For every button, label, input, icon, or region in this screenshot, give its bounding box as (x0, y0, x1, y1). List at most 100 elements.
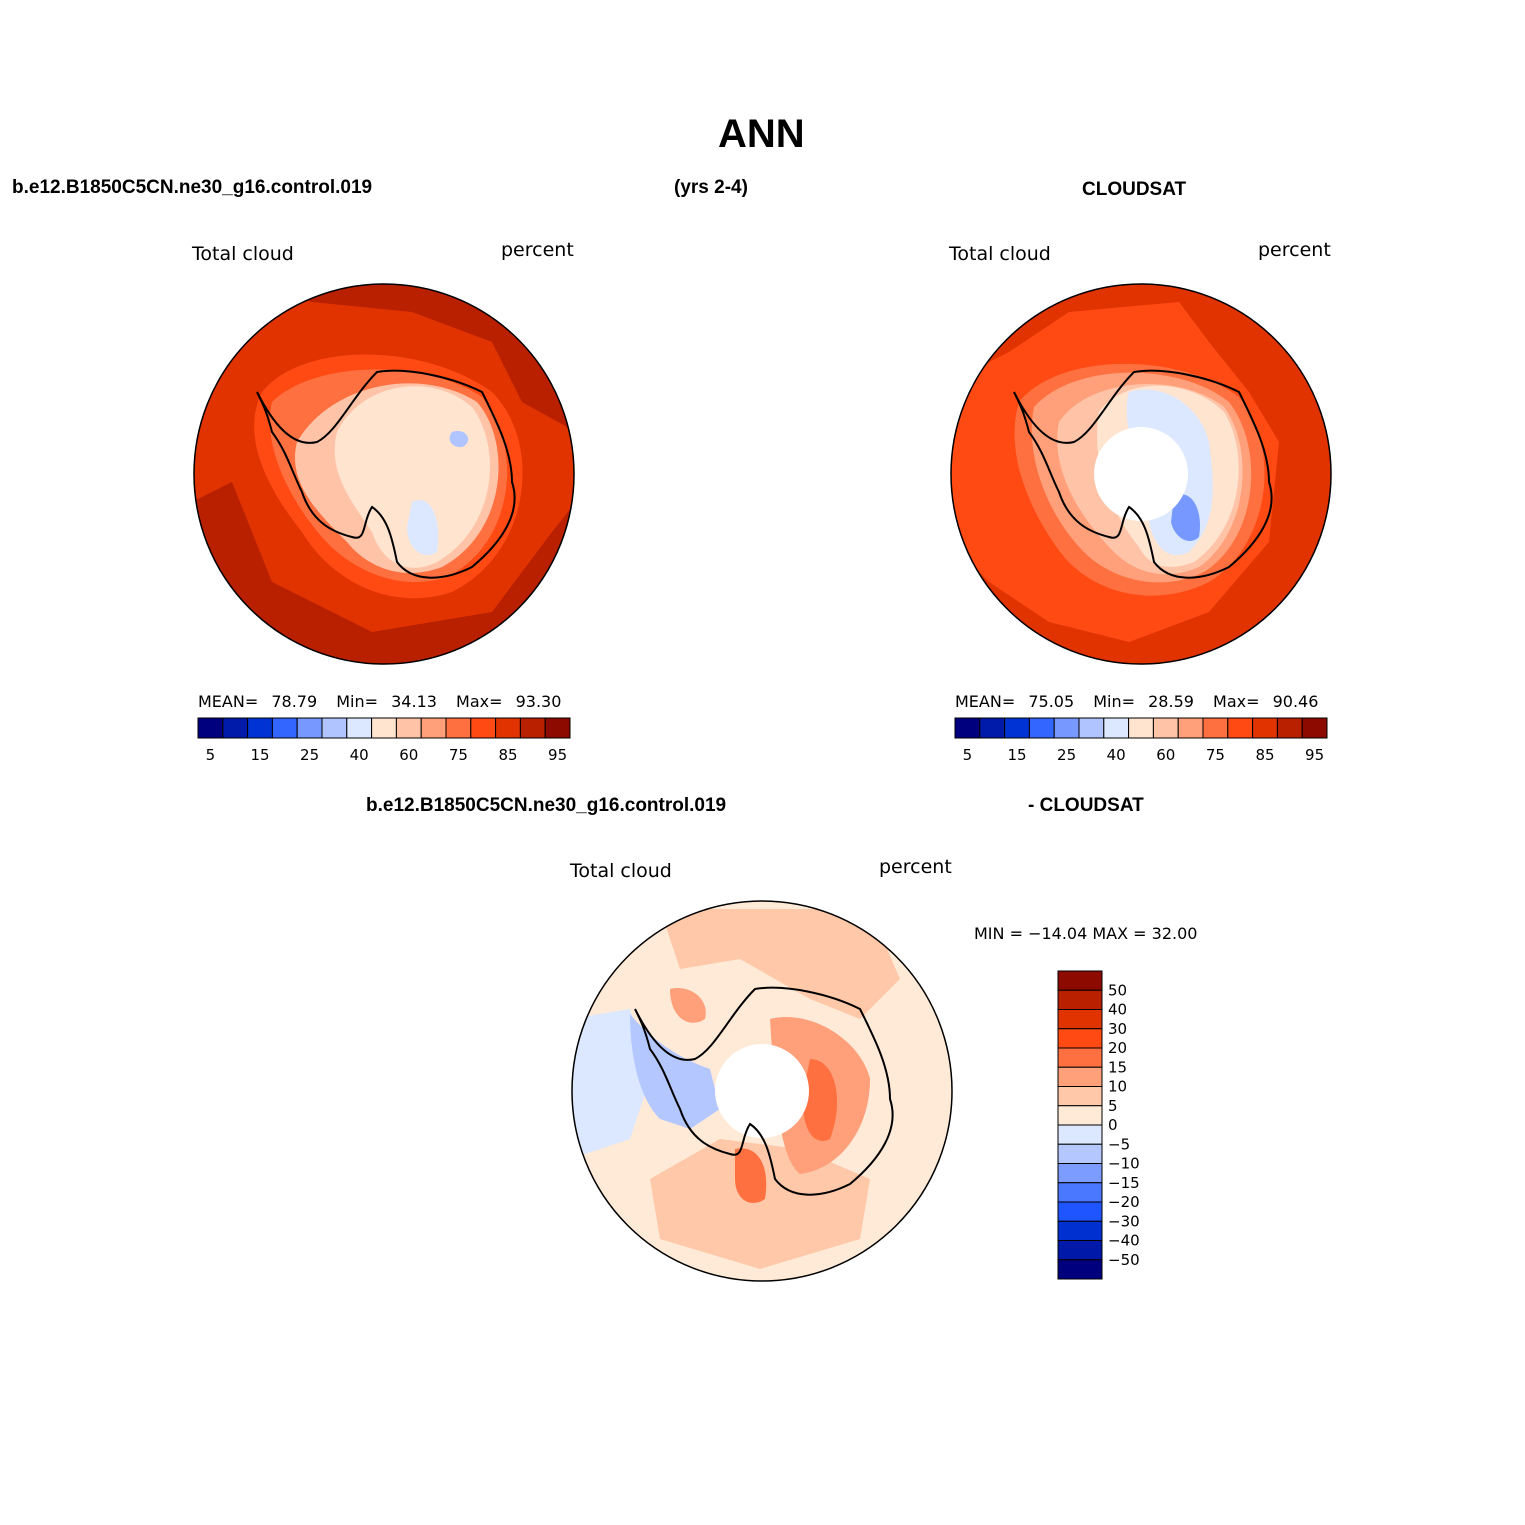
obs-mean-value: 75.05 (1028, 692, 1075, 711)
obs-field-low-spot (1171, 494, 1200, 542)
obs-polar-gap (1094, 427, 1188, 521)
model-max-value: 93.30 (515, 692, 562, 711)
diff-colorbar-swatch (1057, 1124, 1103, 1145)
diff-units-label: percent (879, 856, 952, 878)
obs-colorbar-swatch (1177, 717, 1204, 739)
model-antarctica-coastline (256, 369, 516, 579)
diff-colorbar-swatch (1057, 989, 1103, 1010)
diff-colorbar-swatch (1057, 1086, 1103, 1107)
diff-field-positive-north-spot (670, 988, 706, 1023)
model-colorbar-swatch (296, 717, 323, 739)
obs-colorbar: 5 15 25 40 60 75 85 95 (954, 717, 1328, 764)
obs-mean-label: MEAN= (955, 692, 1016, 711)
model-colorbar-swatch (519, 717, 546, 739)
diff-variable-label: Total cloud (570, 860, 672, 882)
obs-max-value: 90.46 (1272, 692, 1319, 711)
obs-colorbar-tick: 85 (1255, 746, 1274, 764)
model-field-low-patch (407, 500, 439, 556)
diff-colorbar-swatch (1057, 1220, 1103, 1241)
diff-colorbar-tick: 30 (1108, 1020, 1127, 1038)
diff-colorbar-tick: 50 (1108, 981, 1127, 999)
obs-colorbar-tick: 25 (1057, 746, 1076, 764)
obs-colorbar-tick: 60 (1156, 746, 1175, 764)
model-colorbar-tick: 25 (300, 746, 319, 764)
obs-colorbar-swatch (1053, 717, 1080, 739)
obs-colorbar-swatch (1202, 717, 1229, 739)
diff-field-positive-north (660, 909, 900, 1019)
model-field-low-spot (449, 430, 469, 448)
model-colorbar-swatch (544, 717, 571, 739)
diff-colorbar-swatch (1057, 1163, 1103, 1184)
model-min-label: Min= (336, 692, 379, 711)
diff-colorbar-swatch (1057, 1143, 1103, 1164)
diff-colorbar-tick: 10 (1108, 1078, 1127, 1096)
diff-field-negative-west (572, 1009, 650, 1159)
diff-polar-map (571, 900, 953, 1282)
model-colorbar: 5 15 25 40 60 75 85 95 (197, 717, 571, 764)
model-polar-map (193, 283, 575, 665)
obs-colorbar-tick: 5 (963, 746, 973, 764)
obs-colorbar-swatch (979, 717, 1006, 739)
obs-stats: MEAN= 75.05 Min= 28.59 Max= 90.46 (955, 692, 1318, 711)
obs-colorbar-swatch (1227, 717, 1254, 739)
diff-colorbar-tick: −10 (1108, 1155, 1140, 1173)
diff-colorbar-swatch (1057, 1201, 1103, 1222)
diff-polar-gap (715, 1044, 809, 1138)
diff-colorbar-tick: −20 (1108, 1193, 1140, 1211)
diff-map-border (571, 900, 953, 1282)
model-colorbar-tick: 85 (498, 746, 517, 764)
model-min-value: 34.13 (391, 692, 437, 711)
diff-colorbar-swatch (1057, 1240, 1103, 1261)
diff-colorbar-swatch (1057, 1182, 1103, 1203)
model-field-interior (334, 386, 490, 568)
obs-colorbar-swatch (1276, 717, 1303, 739)
obs-colorbar-swatch (1128, 717, 1154, 739)
obs-colorbar-swatch (1004, 717, 1030, 739)
obs-units-label: percent (1258, 239, 1331, 261)
model-colorbar-tick: 75 (449, 746, 468, 764)
model-variable-label: Total cloud (192, 243, 294, 265)
diff-colorbar-tick: −40 (1108, 1232, 1140, 1250)
bottom-header-right: - CLOUDSAT (1028, 795, 1144, 816)
model-colorbar-swatch (197, 717, 224, 739)
diff-colorbar-tick: 20 (1108, 1039, 1127, 1057)
obs-variable-label: Total cloud (949, 243, 1051, 265)
diff-colorbar-swatch (1057, 1047, 1103, 1068)
obs-colorbar-tick: 40 (1107, 746, 1126, 764)
diff-colorbar-swatch (1057, 970, 1103, 991)
diff-colorbar-swatch (1057, 1028, 1103, 1049)
diff-colorbar-tick: 15 (1108, 1058, 1127, 1076)
model-colorbar-tick: 40 (350, 746, 369, 764)
model-colorbar-swatch (470, 717, 497, 739)
obs-polar-map (950, 283, 1332, 665)
diff-minmax: MIN = −14.04 MAX = 32.00 (974, 924, 1198, 943)
model-max-label: Max= (456, 692, 503, 711)
model-map-border (193, 283, 575, 665)
obs-colorbar-swatch (1078, 717, 1105, 739)
bottom-header-left: b.e12.B1850C5CN.ne30_g16.control.019 (366, 795, 727, 816)
obs-colorbar-tick: 95 (1305, 746, 1324, 764)
diff-field-positive-core (802, 1059, 838, 1141)
model-colorbar-swatch (445, 717, 472, 739)
model-colorbar-swatch (271, 717, 298, 739)
model-field-high-band-south (194, 482, 574, 664)
diff-field-positive-south-spot (735, 1148, 767, 1203)
obs-colorbar-swatch (1252, 717, 1278, 739)
diff-colorbar-tick: 5 (1108, 1097, 1118, 1115)
obs-colorbar-tick: 15 (1007, 746, 1026, 764)
obs-colorbar-tick: 75 (1206, 746, 1225, 764)
model-colorbar-swatch (222, 717, 249, 739)
diff-colorbar-tick: −50 (1108, 1251, 1140, 1269)
diff-field-positive-south (650, 1139, 870, 1269)
diff-colorbar-tick: 40 (1108, 1001, 1127, 1019)
diff-colorbar-tick: 0 (1108, 1116, 1118, 1134)
diff-colorbar-tick: −30 (1108, 1212, 1140, 1230)
obs-map-border (950, 283, 1332, 665)
diff-colorbar-tick: −5 (1108, 1135, 1130, 1153)
model-stats: MEAN= 78.79 Min= 34.13 Max= 93.30 (198, 692, 561, 711)
model-colorbar-swatch (346, 717, 373, 739)
diff-colorbar-tick: −15 (1108, 1174, 1140, 1192)
diff-colorbar-swatch (1057, 1066, 1103, 1087)
top-center-header: (yrs 2-4) (674, 177, 748, 198)
model-colorbar-swatch (420, 717, 447, 739)
